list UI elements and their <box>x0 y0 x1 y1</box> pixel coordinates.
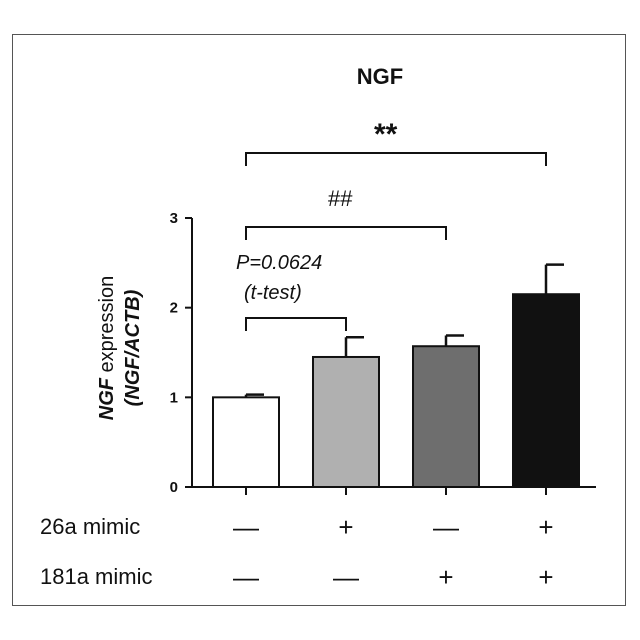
bars <box>212 293 580 489</box>
p-value-label: P=0.0624 <box>236 252 323 274</box>
condition-sign: + <box>438 562 454 592</box>
y-tick-label: 0 <box>170 479 178 496</box>
bar <box>512 293 580 489</box>
significance-bracket <box>245 226 447 240</box>
condition-sign: + <box>538 562 554 592</box>
hash-significance-label: ## <box>328 186 353 211</box>
y-tick-label: 2 <box>170 300 178 317</box>
error-bars <box>244 263 564 398</box>
bar <box>412 345 480 488</box>
condition-sign: + <box>338 512 354 542</box>
condition-sign: — <box>333 562 359 592</box>
chart-title: NGF <box>356 64 404 89</box>
bar <box>212 396 280 489</box>
condition-sign: + <box>538 512 554 542</box>
condition-sign: — <box>433 512 459 542</box>
p-value-test-label: (t-test) <box>244 282 302 304</box>
figure-frame <box>12 34 626 606</box>
y-tick-label: 3 <box>170 210 178 227</box>
condition-label: 181a mimic <box>40 564 153 589</box>
bar <box>312 355 380 488</box>
star-significance-label: ** <box>374 118 398 151</box>
condition-sign: — <box>233 562 259 592</box>
condition-label: 26a mimic <box>40 514 141 539</box>
significance-bracket <box>245 152 547 166</box>
significance-brackets <box>245 152 547 331</box>
y-tick-label: 1 <box>170 389 178 406</box>
significance-bracket <box>245 317 347 331</box>
condition-sign: — <box>233 512 259 542</box>
